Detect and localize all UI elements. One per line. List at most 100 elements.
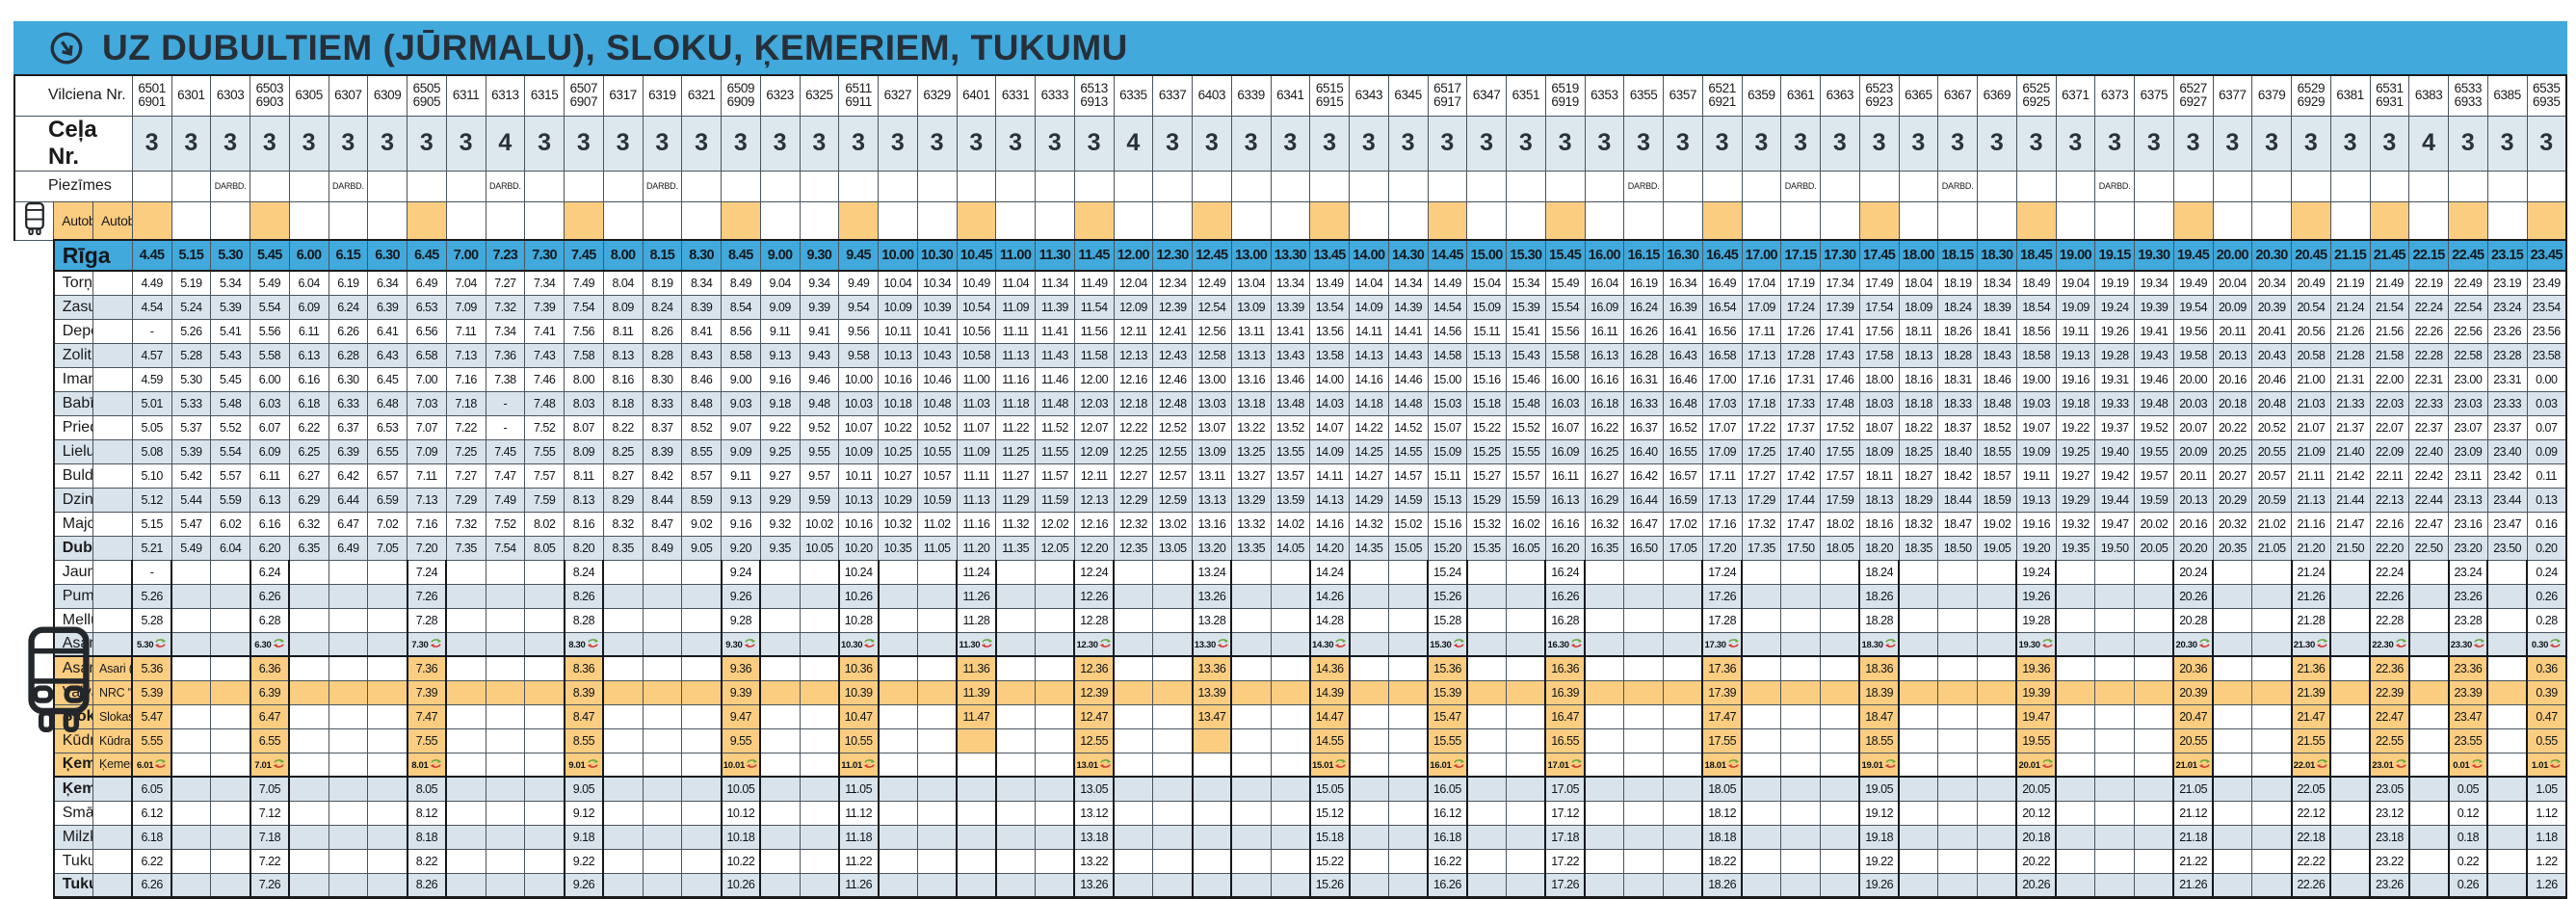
time-cell: 18.28 [1937, 342, 1978, 368]
time-cell: 16.09 [1584, 294, 1625, 320]
time-cell: 17.22 [1741, 414, 1782, 440]
time-cell: 13.11 [1192, 463, 1232, 489]
departure-time-cell: 8.45 [721, 239, 761, 272]
time-cell: 19.13 [2015, 487, 2057, 513]
time-cell: 16.18 [1584, 390, 1625, 416]
train-bus-transfer-icon [746, 758, 758, 768]
time-cell [1191, 776, 1233, 802]
bus-service-cell [1820, 200, 1860, 241]
time-cell [956, 848, 997, 874]
time-cell: 18.36 [1858, 655, 1900, 681]
note-cell [2329, 170, 2371, 202]
bus-service-cell [1701, 200, 1743, 241]
track-number-cell: 3 [2094, 115, 2135, 172]
time-cell: 5.08 [131, 438, 172, 464]
track-number-cell: 3 [445, 115, 486, 172]
time-cell: 18.02 [1820, 511, 1860, 537]
time-cell: 6.37 [328, 414, 369, 440]
time-cell: 0.55 [2526, 727, 2567, 754]
time-cell: 5.30 [171, 366, 212, 392]
time-cell [1270, 872, 1311, 899]
time-cell: 18.32 [1898, 511, 1939, 537]
time-cell: 12.16 [1073, 511, 1115, 537]
time-cell: 19.00 [2015, 366, 2057, 392]
track-number-cell: 3 [2134, 115, 2174, 172]
time-cell [759, 679, 801, 705]
time-cell: 7.47 [485, 463, 526, 489]
note-cell: DARBD. [2094, 170, 2135, 202]
time-cell: 17.47 [1701, 703, 1743, 729]
time-cell: 7.46 [524, 366, 565, 392]
time-cell [759, 559, 801, 585]
time-cell: 13.16 [1192, 511, 1232, 537]
time-cell: 9.56 [838, 318, 879, 344]
time-cell: 15.03 [1427, 390, 1468, 416]
time-cell: 20.09 [2212, 294, 2253, 320]
time-cell [2251, 752, 2292, 778]
time-cell [367, 776, 407, 802]
bus-service-cell [328, 200, 369, 241]
time-cell [1937, 872, 1978, 899]
time-cell [1230, 776, 1272, 802]
time-cell [367, 583, 407, 609]
time-cell [2212, 655, 2253, 681]
time-cell: 10.11 [878, 318, 918, 344]
train-number-cell: 6337 [1152, 74, 1193, 117]
time-cell: 0.01 [2447, 752, 2489, 778]
time-cell: 19.28 [2094, 342, 2135, 368]
time-cell: 7.39 [406, 679, 448, 705]
time-cell: 18.05 [1820, 535, 1860, 561]
time-cell [1937, 583, 1978, 609]
time-cell: 0.11 [2526, 463, 2567, 489]
train-bus-transfer-icon [2316, 758, 2328, 768]
time-cell [2055, 631, 2096, 657]
time-cell [2094, 848, 2135, 874]
time-cell: 0.26 [2526, 583, 2567, 609]
track-number-cell: 3 [1584, 115, 1625, 172]
time-cell: 6.39 [328, 438, 369, 464]
time-cell [916, 727, 958, 754]
train-bus-transfer-icon [2198, 758, 2211, 768]
train-number-cell: 6515 6915 [1309, 74, 1350, 117]
time-cell [1820, 703, 1860, 729]
train-number-cell: 6341 [1270, 74, 1311, 117]
time-cell: 6.48 [367, 390, 407, 416]
time-cell: 13.34 [1270, 270, 1311, 296]
time-cell [642, 800, 683, 826]
time-cell: 6.45 [367, 366, 407, 392]
time-cell [602, 655, 644, 681]
time-cell: 14.20 [1309, 535, 1350, 561]
time-cell [171, 776, 212, 802]
time-cell [681, 607, 722, 633]
time-cell: 9.35 [759, 535, 801, 561]
time-cell: 15.27 [1466, 463, 1507, 489]
time-cell: 0.16 [2526, 511, 2567, 537]
time-cell: 13.02 [1152, 511, 1193, 537]
bus-stop-name-cell [92, 607, 133, 633]
time-cell: 16.05 [1427, 776, 1468, 802]
time-cell [1191, 800, 1233, 826]
time-cell: 6.44 [328, 487, 369, 513]
time-cell: 16.28 [1544, 607, 1586, 633]
train-number-cell: 6385 [2486, 74, 2528, 117]
time-cell: 6.34 [367, 270, 407, 296]
note-cell [524, 170, 565, 202]
time-cell: 8.54 [721, 294, 761, 320]
time-cell [2251, 607, 2292, 633]
note-cell: DARBD. [1780, 170, 1821, 202]
track-number-cell: 3 [602, 115, 644, 172]
time-cell: 7.13 [407, 487, 447, 513]
time-cell [916, 752, 958, 778]
time-cell [445, 559, 486, 585]
time-cell: 17.29 [1741, 487, 1782, 513]
time-cell [367, 752, 407, 778]
time-cell [2486, 559, 2528, 585]
time-cell: 19.35 [2055, 535, 2096, 561]
time-cell: 20.13 [2212, 342, 2253, 368]
time-cell: 7.36 [485, 342, 526, 368]
train-number-cell: 6381 [2329, 74, 2371, 117]
bus-service-cell [1427, 200, 1468, 241]
time-cell: 14.22 [1349, 414, 1389, 440]
time-cell: 0.09 [2526, 438, 2567, 464]
time-cell: 19.26 [2094, 318, 2135, 344]
